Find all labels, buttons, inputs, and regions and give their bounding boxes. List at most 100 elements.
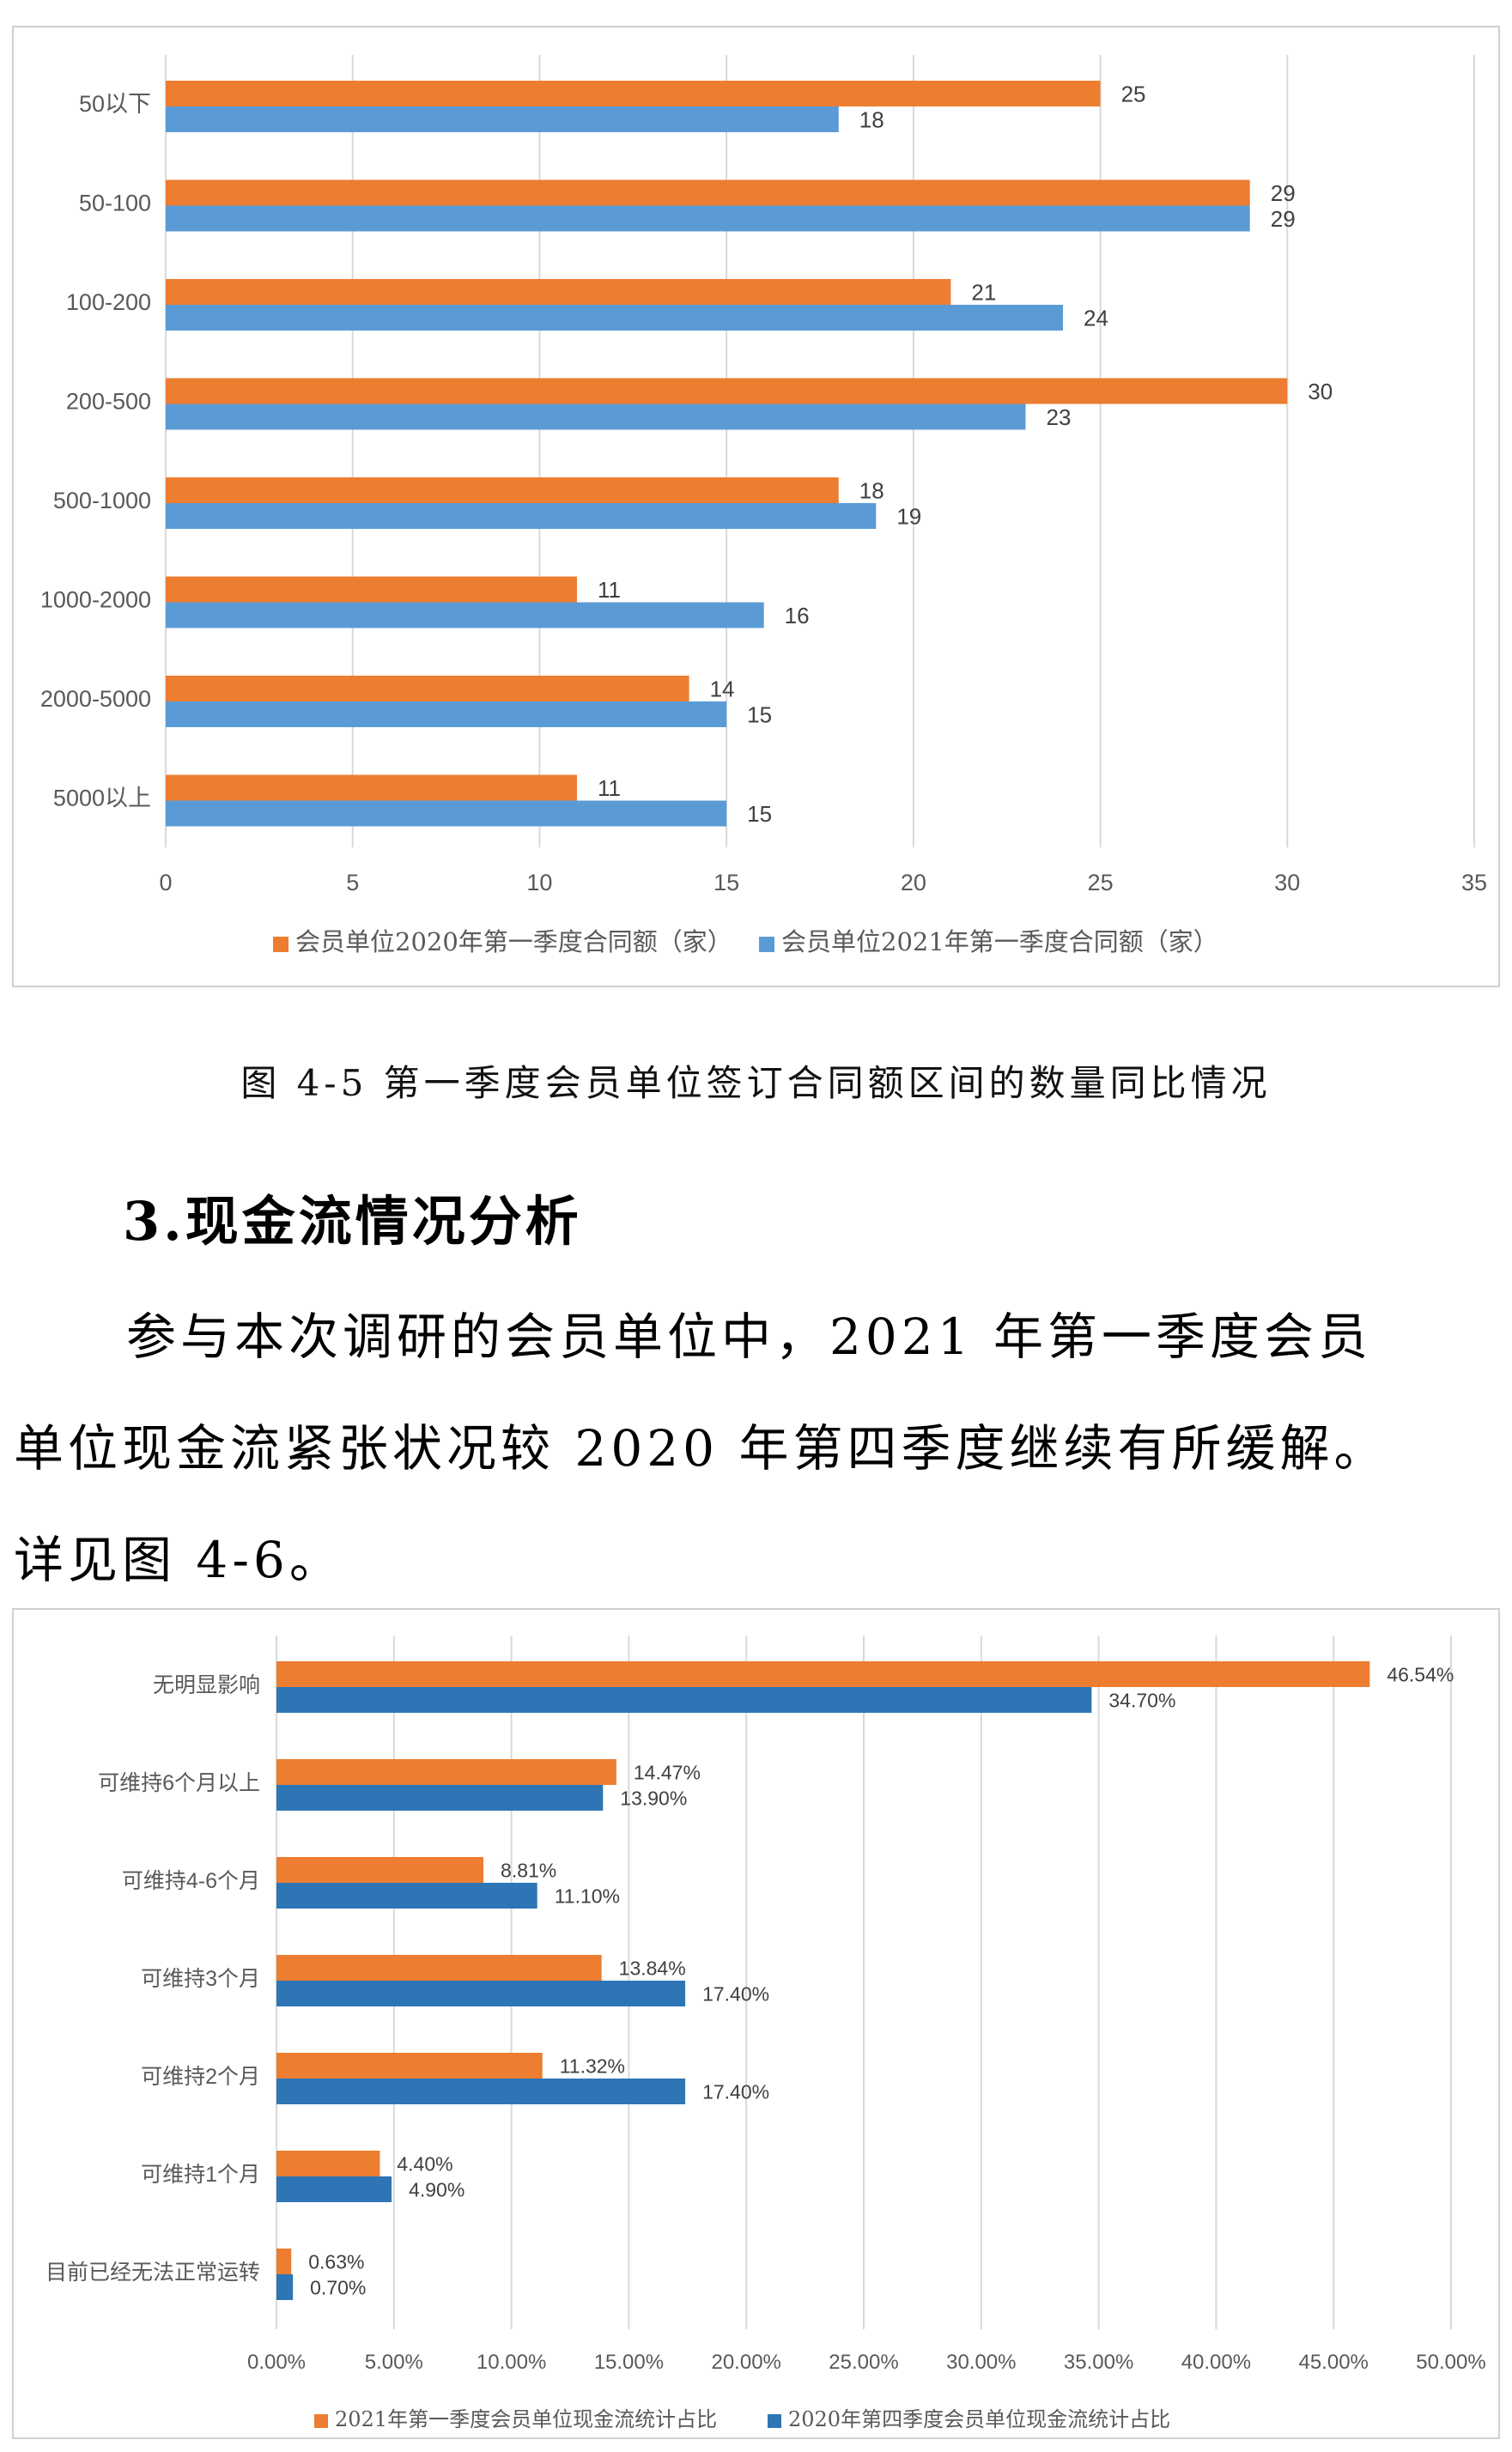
category-label: 可维持4-6个月 [122,1869,260,1893]
bar [276,1981,686,2006]
data-label: 11 [598,577,621,603]
category-label: 可维持6个月以上 [98,1771,260,1795]
x-tick-label: 45.00% [1298,2351,1368,2374]
section-title: 3.现金流情况分析 [123,1190,582,1253]
bar [276,2053,543,2079]
data-label: 15 [747,801,772,827]
x-tick-label: 15.00% [594,2351,664,2374]
legend-label: 2021年第一季度会员单位现金流统计占比 [335,2407,717,2431]
data-label: 18 [859,477,884,503]
bar [276,2151,380,2176]
data-label: 34.70% [1108,1689,1175,1711]
bar [166,378,1288,404]
legend-label: 会员单位2020年第一季度合同额（家） [295,927,732,956]
category-label: 100-200 [66,289,151,315]
category-label: 2000-5000 [40,686,151,712]
x-tick-label: 20 [901,870,926,895]
bar [276,1759,616,1785]
data-label: 16 [785,603,810,628]
bar [166,576,577,603]
data-label: 4.40% [397,2152,452,2175]
category-label: 可维持2个月 [141,2065,260,2089]
legend-swatch [768,2414,781,2428]
bar [276,2274,294,2300]
data-label: 17.40% [702,1982,769,2005]
x-tick-label: 50.00% [1416,2351,1485,2374]
data-label: 13.90% [620,1787,687,1809]
data-label: 24 [1084,305,1108,331]
x-tick-label: 0 [159,870,172,895]
x-tick-label: 15 [713,870,739,895]
bar [276,2079,686,2104]
cash-flow-chart-svg: 0.00% 5.00% 10.00% 15.00% 20.00% 25.00% 30.00%… [46,1636,1486,2431]
x-tick-label: 0.00% [247,2351,306,2374]
cash-flow-chart: 0.00% 5.00% 10.00% 15.00% 20.00% 25.00% 30.00%… [12,1608,1500,2439]
legend-label: 2020年第四季度会员单位现金流统计占比 [788,2407,1170,2431]
data-label: 11.10% [555,1885,620,1907]
x-tick-label: 10 [526,870,552,895]
x-tick-label: 5 [346,870,359,895]
data-label: 8.81% [501,1859,556,1881]
data-label: 0.63% [308,2250,364,2273]
category-label: 1000-2000 [40,587,151,613]
data-label: 14.47% [634,1761,701,1783]
bar [166,279,951,305]
bar [276,1955,602,1981]
bar [166,676,689,701]
x-tick-label: 25.00% [829,2351,898,2374]
bar [166,503,877,529]
category-label: 可维持3个月 [141,1967,260,1991]
data-label: 4.90% [409,2178,465,2200]
data-label: 29 [1271,206,1296,232]
x-tick-label: 30.00% [946,2351,1016,2374]
data-label: 11.32% [560,2054,625,2077]
data-label: 19 [896,503,921,529]
bar [276,2176,392,2202]
x-tick-label: 35 [1461,870,1487,895]
category-label: 500-1000 [53,488,151,513]
bar [166,477,839,503]
paragraph-line-2: 单位现金流紧张状况较 2020 年第四季度继续有所缓解。 [14,1419,1388,1478]
bar [166,81,1101,106]
bar [276,1661,1370,1687]
legend-label: 会员单位2021年第一季度合同额（家） [781,927,1218,956]
bar [276,1785,604,1811]
bar [166,305,1064,331]
bar [276,2249,292,2274]
legend-swatch [273,937,288,952]
legend-swatch [314,2414,328,2428]
data-label: 21 [971,279,996,305]
category-label: 5000以上 [53,786,151,811]
category-label: 50-100 [79,191,151,216]
bar [166,602,764,628]
x-tick-label: 10.00% [477,2351,546,2374]
bar [166,701,727,727]
contract-amount-chart: 0 5 10 15 20 25 30 35 50以下 25 18 50-100 29 29 100-200 2… [12,26,1500,987]
category-label: 可维持1个月 [141,2163,260,2187]
category-label: 无明显影响 [153,1673,260,1697]
x-tick-label: 5.00% [365,2351,423,2374]
x-tick-label: 35.00% [1064,2351,1133,2374]
bar [166,179,1250,206]
bar [276,1687,1092,1713]
category-label: 50以下 [79,91,151,117]
data-label: 0.70% [310,2276,366,2298]
data-label: 18 [859,106,884,132]
data-label: 29 [1271,180,1296,206]
data-label: 23 [1046,404,1071,430]
paragraph-line-1: 参与本次调研的会员单位中，2021 年第一季度会员 [126,1308,1373,1366]
data-label: 25 [1121,81,1146,106]
bar [166,205,1250,232]
data-label: 46.54% [1387,1663,1454,1685]
x-tick-label: 30 [1274,870,1300,895]
data-label: 11 [598,775,621,801]
bar [166,404,1026,430]
data-label: 14 [710,676,735,701]
x-tick-label: 20.00% [711,2351,780,2374]
data-label: 13.84% [619,1957,686,1979]
category-label: 目前已经无法正常运转 [46,2261,260,2285]
bar [276,1883,537,1909]
figure-caption: 图 4-5 第一季度会员单位签订合同额区间的数量同比情况 [240,1062,1272,1104]
data-label: 15 [747,701,772,727]
